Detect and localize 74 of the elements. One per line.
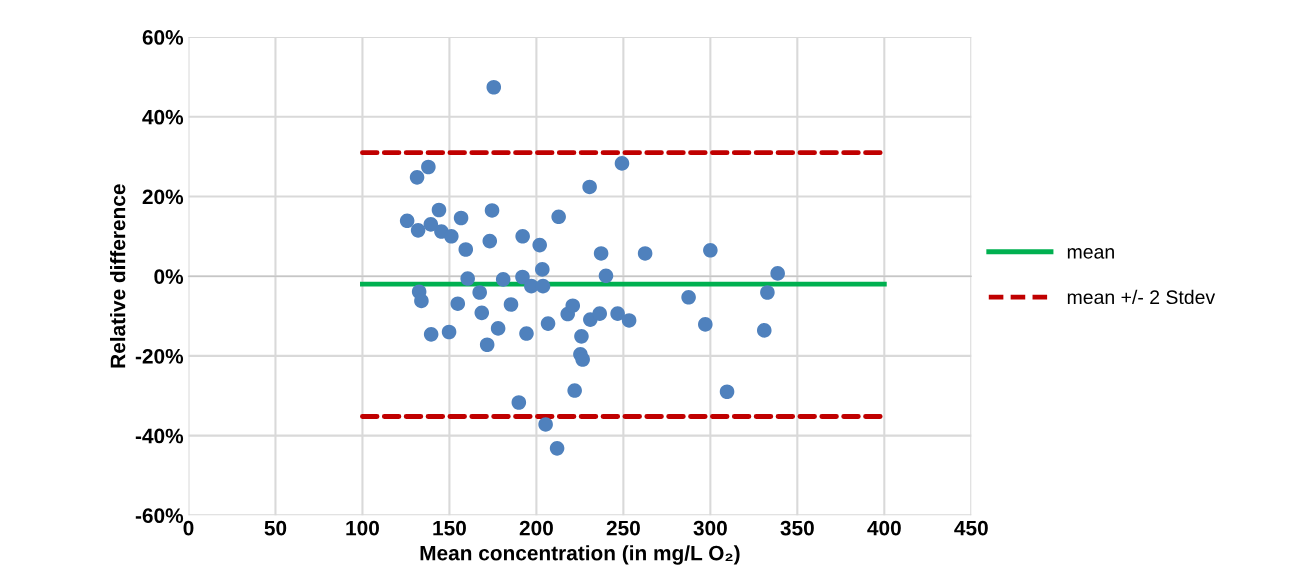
point: [515, 269, 530, 285]
point: [486, 79, 502, 95]
point: [414, 293, 429, 309]
x-axis-title: Mean concentration (in mg/L O₂): [420, 545, 740, 565]
point: [575, 352, 590, 367]
point: [484, 203, 500, 218]
x-tick-label: 50: [264, 520, 287, 536]
point: [538, 417, 553, 432]
point: [421, 159, 436, 175]
point: [482, 233, 498, 249]
point: [410, 223, 426, 238]
point: [423, 327, 439, 342]
x-tick-label: 300: [693, 520, 727, 536]
y-tick-label: -20%: [135, 348, 184, 364]
point: [519, 326, 534, 341]
point: [567, 383, 582, 398]
point: [444, 229, 459, 244]
y-tick-label: 60%: [142, 30, 184, 45]
x-tick-label: 250: [606, 520, 640, 536]
y-tick-label: 0%: [154, 269, 184, 284]
legend-label: mean: [1067, 248, 1114, 259]
point: [698, 317, 713, 332]
point: [474, 305, 490, 321]
y-tick-label: 40%: [142, 109, 184, 125]
x-tick-label: 150: [433, 520, 466, 536]
point: [540, 316, 556, 331]
point: [637, 246, 653, 261]
x-tick-label: 400: [867, 520, 901, 536]
point: [760, 285, 775, 300]
x-tick-label: 100: [346, 520, 379, 536]
point: [460, 271, 475, 286]
point: [770, 266, 785, 281]
point: [598, 268, 614, 284]
point: [495, 272, 511, 287]
y-axis-title: Relative difference: [110, 184, 126, 368]
point: [582, 179, 597, 195]
point: [503, 297, 519, 312]
point: [610, 306, 625, 321]
point: [535, 278, 551, 294]
point: [423, 217, 439, 232]
point: [614, 156, 630, 171]
point: [574, 329, 589, 344]
legend-label: mean +/- 2 Stdev: [1067, 289, 1216, 305]
point: [592, 306, 607, 321]
point: [719, 384, 735, 400]
point: [532, 237, 547, 253]
point: [458, 242, 474, 257]
point: [453, 210, 469, 226]
point: [479, 337, 495, 353]
point: [511, 395, 527, 410]
x-tick-label: 0: [183, 520, 194, 536]
x-tick-label: 350: [780, 520, 814, 536]
point: [703, 242, 718, 258]
y-tick-label: -40%: [135, 428, 184, 444]
y-tick-label: 20%: [142, 189, 184, 205]
point: [565, 298, 581, 313]
point: [681, 290, 696, 305]
point: [472, 285, 487, 300]
point: [450, 296, 466, 311]
point: [441, 324, 457, 340]
y-tick-label: -60%: [135, 508, 184, 524]
point: [756, 323, 772, 338]
point: [549, 441, 565, 456]
point: [490, 321, 506, 336]
point: [535, 262, 550, 277]
point: [409, 170, 425, 185]
point: [431, 202, 447, 218]
x-tick-label: 200: [519, 520, 553, 536]
point: [593, 246, 609, 261]
point: [621, 313, 637, 328]
x-tick-label: 450: [954, 520, 988, 536]
point: [551, 209, 566, 225]
point: [515, 229, 530, 244]
point: [399, 213, 415, 229]
